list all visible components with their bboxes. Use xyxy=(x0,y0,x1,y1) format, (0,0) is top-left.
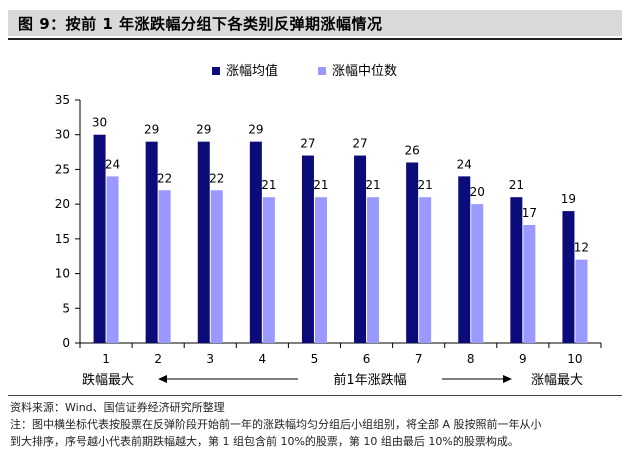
x-tick-label: 4 xyxy=(259,352,267,366)
data-label-median: 20 xyxy=(470,185,485,199)
right-arrow-head xyxy=(503,375,512,383)
bar-mean xyxy=(249,141,262,343)
x-tick-label: 5 xyxy=(311,352,319,366)
data-label-median: 24 xyxy=(105,157,120,171)
data-label-mean: 29 xyxy=(196,123,211,137)
bar-mean xyxy=(354,155,367,343)
bar-median xyxy=(419,197,432,343)
data-label-mean: 21 xyxy=(509,178,524,192)
bar-median xyxy=(575,259,588,343)
y-tick-label: 30 xyxy=(55,128,70,142)
bar-mean xyxy=(145,141,158,343)
data-label-median: 21 xyxy=(418,178,433,192)
x-tick-label: 3 xyxy=(206,352,214,366)
bar-median xyxy=(471,204,484,343)
legend-median-label: 涨幅中位数 xyxy=(332,64,397,79)
legend-mean-label: 涨幅均值 xyxy=(226,63,278,79)
left-arrow-head xyxy=(158,375,167,383)
x-tick-label: 1 xyxy=(102,352,110,366)
annotation-center: 前1年涨跌幅 xyxy=(333,372,406,388)
bar-median xyxy=(106,176,119,343)
x-tick-label: 8 xyxy=(467,352,475,366)
y-tick-label: 5 xyxy=(62,301,70,315)
y-tick-label: 35 xyxy=(55,93,70,107)
bar-mean xyxy=(93,134,106,343)
y-tick-label: 20 xyxy=(55,197,70,211)
legend-median-swatch xyxy=(318,67,326,75)
data-label-median: 22 xyxy=(157,171,172,185)
bar-mean xyxy=(458,176,471,343)
title-bar: 图 9：按前 1 年涨跌幅分组下各类别反弹期涨幅情况 xyxy=(8,10,622,36)
y-tick-label: 0 xyxy=(62,336,70,350)
bar-median xyxy=(158,190,171,343)
bar-mean xyxy=(562,211,575,343)
data-label-mean: 30 xyxy=(92,116,107,130)
footer-divider xyxy=(8,395,622,396)
y-tick-label: 15 xyxy=(55,232,70,246)
bar-median xyxy=(523,224,536,343)
x-tick-label: 9 xyxy=(519,352,527,366)
bar-median xyxy=(262,197,275,343)
bar-mean xyxy=(406,162,419,343)
data-label-mean: 26 xyxy=(405,143,420,157)
data-label-mean: 19 xyxy=(561,192,576,206)
x-tick-label: 2 xyxy=(154,352,162,366)
bar-median xyxy=(210,190,223,343)
data-label-median: 21 xyxy=(313,178,328,192)
data-label-median: 17 xyxy=(522,206,537,220)
bar-median xyxy=(314,197,327,343)
data-label-mean: 27 xyxy=(300,137,315,151)
x-tick-label: 10 xyxy=(567,352,582,366)
x-tick-label: 6 xyxy=(363,352,371,366)
bar-mean xyxy=(301,155,314,343)
data-label-mean: 24 xyxy=(457,157,472,171)
y-tick-label: 10 xyxy=(55,267,70,281)
annotation-left: 跌幅最大 xyxy=(82,372,134,388)
bar-median xyxy=(367,197,380,343)
data-label-mean: 27 xyxy=(352,137,367,151)
chart-title: 图 9：按前 1 年涨跌幅分组下各类别反弹期涨幅情况 xyxy=(18,14,383,33)
x-tick-label: 7 xyxy=(415,352,423,366)
source-note: 资料来源：Wind、国信证券经济研究所整理 xyxy=(10,401,225,414)
bar-mean xyxy=(510,197,523,343)
data-label-mean: 29 xyxy=(144,123,159,137)
data-label-median: 22 xyxy=(209,171,224,185)
footnote-line-1: 注：图中横坐标代表按股票在反弹阶段开始前一年的涨跌幅均匀分组后小组组别，将全部 … xyxy=(10,418,542,431)
data-label-median: 21 xyxy=(261,178,276,192)
data-label-median: 12 xyxy=(574,241,589,255)
data-label-median: 21 xyxy=(365,178,380,192)
annotation-right: 涨幅最大 xyxy=(531,373,583,388)
legend-mean-swatch xyxy=(212,67,220,75)
footnote-line-2: 到大排序，序号越小代表前期跌幅越大，第 1 组包含前 10%的股票，第 10 组… xyxy=(10,435,519,448)
y-tick-label: 25 xyxy=(55,162,70,176)
title-divider xyxy=(8,38,622,40)
data-label-mean: 29 xyxy=(248,123,263,137)
bar-mean xyxy=(197,141,210,343)
